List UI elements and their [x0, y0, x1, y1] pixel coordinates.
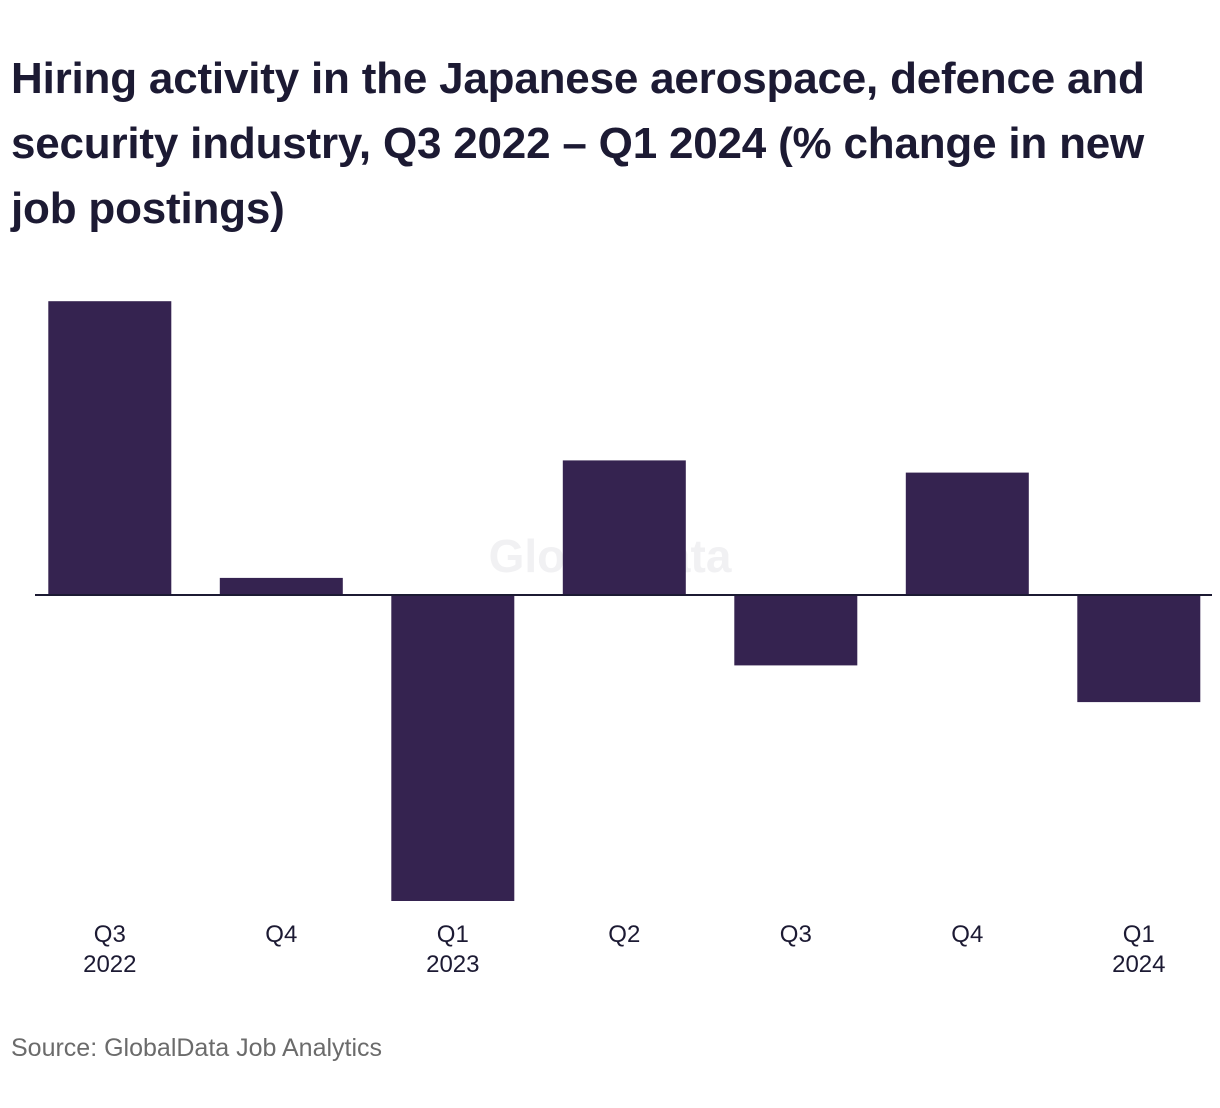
bar-2: [391, 595, 515, 901]
x-tick-label-4: Q3: [780, 921, 812, 948]
source-note: Source: GlobalData Job Analytics: [11, 1034, 383, 1062]
chart-title: Hiring activity in the Japanese aerospac…: [11, 54, 1145, 233]
bar-5: [905, 472, 1029, 595]
bar-4: [734, 595, 858, 666]
x-tick-label-6: Q1 2024: [1112, 921, 1165, 978]
x-tick-label-0: Q3 2022: [83, 921, 136, 978]
x-tick-quarter: Q3: [94, 921, 126, 948]
x-tick-quarter: Q3: [780, 921, 812, 948]
x-tick-quarter: Q1: [1123, 921, 1155, 948]
x-tick-quarter: Q1: [437, 921, 469, 948]
x-tick-quarter: Q4: [265, 921, 297, 948]
x-tick-label-1: Q4: [265, 921, 297, 948]
x-tick-year: 2022: [83, 951, 136, 978]
x-tick-year: 2024: [1112, 951, 1165, 978]
x-axis-tick-labels: Q3 2022 Q4 Q1 2023 Q2 Q3 Q4 Q1 2024: [83, 921, 1165, 978]
x-tick-label-3: Q2: [608, 921, 640, 948]
x-tick-label-5: Q4: [951, 921, 983, 948]
x-tick-quarter: Q4: [951, 921, 983, 948]
x-tick-label-2: Q1 2023: [426, 921, 479, 978]
x-tick-quarter: Q2: [608, 921, 640, 948]
x-tick-year: 2023: [426, 951, 479, 978]
bar-6: [1077, 595, 1201, 703]
bar-3: [562, 460, 686, 595]
bar-series: [48, 301, 1201, 901]
bar-0: [48, 301, 172, 595]
bar-1: [219, 577, 343, 595]
